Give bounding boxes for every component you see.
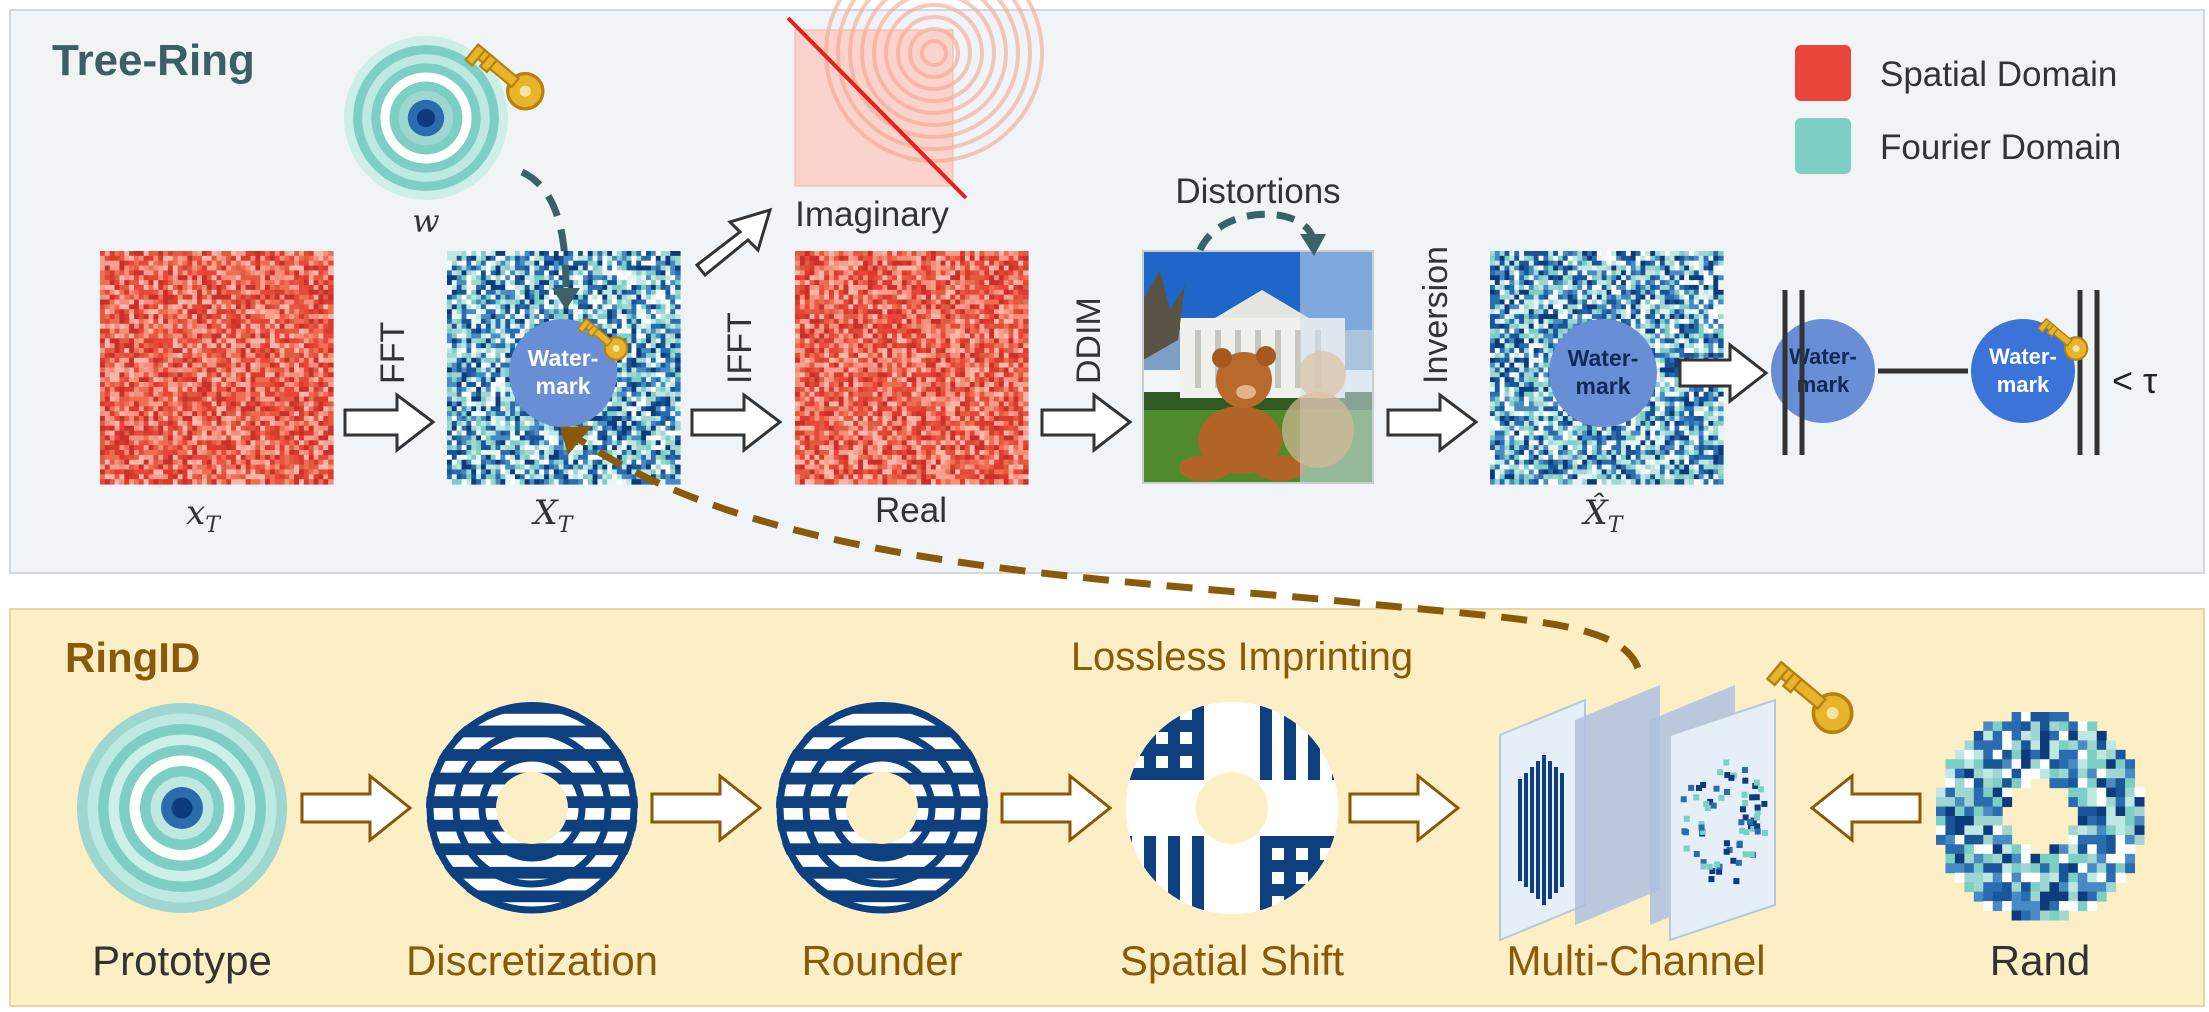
- legend-spatial-swatch: [1795, 45, 1851, 101]
- key-icon-XT: [577, 317, 629, 361]
- arrow-fft: [343, 392, 436, 454]
- imaginary-image: [794, 0, 1044, 187]
- arrow-rand-to-multichannel: [1809, 772, 1922, 844]
- norm-bars: [1782, 290, 2100, 455]
- key-icon-w: [463, 43, 545, 111]
- w-label: w: [412, 202, 439, 240]
- multichannel-stack: [1499, 685, 1776, 942]
- imaginary-label: Imaginary: [795, 195, 949, 234]
- lossless-imprinting-label: Lossless Imprinting: [1071, 635, 1413, 679]
- arrow-rounder-to-shift: [1000, 772, 1113, 844]
- arrow-to-norm: [1678, 341, 1769, 405]
- inversion-label: Inversion: [1417, 246, 1455, 384]
- xT-label: xT: [186, 493, 222, 538]
- spatial-shift-label: Spatial Shift: [1120, 937, 1344, 984]
- threshold-label: < τ: [2112, 360, 2157, 401]
- ddim-label: DDIM: [1070, 297, 1108, 384]
- arrow-ddim: [1040, 392, 1133, 454]
- XT-label: XT: [531, 493, 575, 538]
- real-image: [795, 251, 1029, 485]
- distortions-label: Distortions: [1175, 172, 1340, 211]
- XT-hat-label: X̂T: [1581, 492, 1625, 538]
- tree-ring-title: Tree-Ring: [52, 36, 255, 85]
- legend-fourier-swatch: [1795, 118, 1851, 174]
- prototype-pattern-image: [77, 703, 287, 913]
- prototype-label: Prototype: [92, 937, 272, 984]
- real-label: Real: [875, 491, 947, 530]
- rand-pattern-image: [1936, 712, 2145, 921]
- legend-spatial-label: Spatial Domain: [1880, 55, 2117, 94]
- multichannel-label: Multi-Channel: [1506, 937, 1765, 984]
- rounder-label: Rounder: [801, 937, 962, 984]
- ringid-title: RingID: [65, 634, 200, 681]
- arrow-inversion: [1386, 392, 1479, 454]
- watermark-circle-XT-hat: Water- mark: [1549, 319, 1657, 427]
- discretization-label: Discretization: [406, 937, 658, 984]
- arrow-discretization-to-rounder: [650, 772, 763, 844]
- lossless-imprinting-dashed-arrow: [578, 437, 1642, 670]
- w-pattern-image: [344, 36, 508, 200]
- fft-label: FFT: [374, 322, 412, 384]
- watermark-circle-norm-right: Water- mark: [1971, 319, 2075, 423]
- generated-image: [1142, 250, 1374, 484]
- rand-label: Rand: [1990, 937, 2090, 984]
- imaginary-strike-line: [786, 16, 968, 200]
- watermark-circle-XT: Water- mark: [509, 319, 617, 427]
- arrow-ifft: [690, 392, 783, 454]
- w-to-XT-dashed-arrow: [520, 168, 570, 291]
- key-icon-norm: [2037, 317, 2089, 361]
- key-icon-multichannel: [1765, 660, 1854, 735]
- arrow-prototype-to-discretization: [300, 772, 413, 844]
- ifft-label: IFFT: [721, 312, 759, 384]
- distortions-dashed-arrow: [1196, 210, 1316, 252]
- arrow-shift-to-multichannel: [1348, 772, 1461, 844]
- watermark-circle-norm-left: Water- mark: [1771, 319, 1875, 423]
- tree-ring-panel: [9, 9, 2205, 574]
- arrow-to-imaginary: [694, 207, 773, 278]
- xT-noise-image: [100, 251, 334, 485]
- legend-fourier-label: Fourier Domain: [1880, 128, 2121, 167]
